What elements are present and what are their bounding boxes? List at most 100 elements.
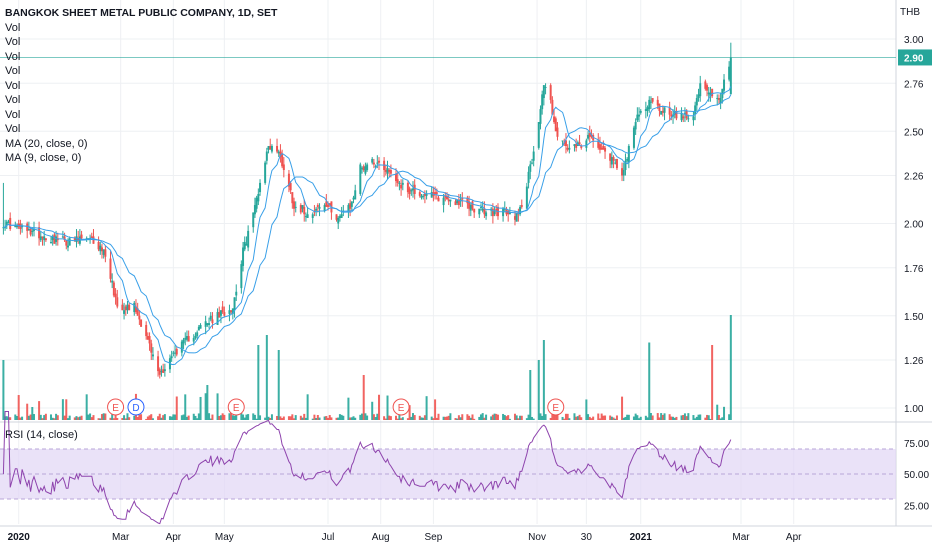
- candle-body: [208, 323, 211, 325]
- candle-body: [126, 304, 129, 311]
- volume-bar: [61, 399, 64, 420]
- volume-bar: [401, 417, 404, 420]
- candle-body: [400, 184, 403, 189]
- candle-body: [646, 107, 649, 111]
- volume-bar: [29, 414, 32, 420]
- volume-bar: [327, 417, 330, 420]
- volume-bar: [364, 413, 367, 420]
- candle-body: [473, 208, 476, 213]
- candle-body: [699, 83, 702, 97]
- volume-bar: [218, 415, 221, 420]
- time-tick-label: Apr: [166, 532, 182, 543]
- candle-body: [604, 147, 607, 152]
- candle-body: [97, 241, 100, 250]
- volume-bar: [371, 401, 374, 420]
- volume-bar: [100, 414, 103, 420]
- volume-bar: [337, 417, 340, 420]
- candle-body: [328, 203, 331, 206]
- volume-bar: [716, 404, 719, 420]
- volume-bar: [14, 414, 17, 420]
- volume-bar: [400, 418, 403, 420]
- candle-body: [695, 98, 698, 106]
- candle-body: [109, 258, 112, 279]
- candle-body: [434, 192, 437, 194]
- volume-bar: [85, 394, 88, 420]
- candle-body: [478, 208, 481, 215]
- candle-body: [75, 236, 78, 242]
- candle-body: [230, 310, 233, 313]
- time-tick-label: Sep: [424, 532, 442, 543]
- candle-body: [447, 199, 450, 202]
- candle-body: [31, 230, 34, 232]
- candle-body: [41, 236, 44, 239]
- volume-bar: [128, 417, 131, 420]
- candle-body: [615, 158, 618, 169]
- candle-body: [515, 212, 518, 222]
- volume-bar: [376, 413, 379, 420]
- candle-body: [644, 109, 647, 111]
- candle-body: [5, 221, 8, 226]
- candle-body: [542, 85, 545, 99]
- candle-body: [444, 195, 447, 198]
- volume-bar: [634, 413, 637, 420]
- volume-bar: [231, 415, 234, 420]
- volume-bar: [323, 416, 326, 420]
- candle-body: [325, 201, 328, 207]
- candle-body: [716, 98, 719, 100]
- rsi-legend[interactable]: RSI (14, close): [5, 429, 78, 441]
- candle-body: [281, 153, 284, 167]
- price-tick-label: 2.50: [904, 127, 924, 138]
- volume-bar: [384, 418, 387, 420]
- volume-bar: [554, 415, 557, 420]
- volume-bar: [519, 415, 522, 420]
- candle-body: [327, 205, 330, 207]
- candle-body: [508, 212, 511, 215]
- volume-bar: [39, 414, 42, 420]
- candle-body: [124, 306, 127, 311]
- volume-bar: [138, 414, 141, 420]
- volume-bar: [267, 416, 270, 420]
- volume-bar: [527, 414, 530, 420]
- candle-body: [354, 190, 357, 200]
- volume-bar: [209, 418, 212, 420]
- candle-body: [116, 297, 119, 307]
- volume-bar: [699, 414, 702, 420]
- candle-body: [587, 134, 590, 139]
- candle-body: [573, 144, 576, 147]
- volume-bar: [680, 415, 683, 420]
- candle-body: [219, 310, 222, 316]
- candle-body: [578, 142, 581, 145]
- candle-body: [204, 321, 207, 327]
- volume-bar: [99, 418, 102, 420]
- volume-bar: [9, 417, 12, 420]
- candle-body: [134, 306, 137, 313]
- candle-body: [316, 205, 319, 207]
- volume-bar: [395, 415, 398, 420]
- volume-bar: [670, 416, 673, 420]
- volume-bar: [43, 415, 46, 420]
- candle-body: [77, 238, 80, 241]
- candle-body: [384, 169, 387, 172]
- volume-bar: [15, 416, 18, 420]
- candle-body: [172, 352, 175, 354]
- volume-bar: [174, 414, 177, 420]
- volume-bar: [259, 415, 262, 420]
- candle-body: [519, 206, 522, 215]
- volume-bar: [277, 350, 280, 420]
- candle-body: [575, 144, 578, 148]
- volume-bar: [685, 416, 688, 420]
- candle-body: [549, 85, 552, 100]
- volume-bar: [704, 417, 707, 420]
- candle-body: [14, 225, 17, 228]
- earnings-marker-label: E: [112, 403, 119, 414]
- earnings-marker: [547, 398, 565, 416]
- volume-bar: [517, 418, 520, 420]
- candle-body: [7, 221, 10, 223]
- candle-body: [656, 99, 659, 106]
- candle-body: [374, 166, 377, 168]
- volume-bar: [719, 418, 722, 420]
- candle-body: [136, 308, 139, 316]
- volume-bar: [80, 415, 83, 420]
